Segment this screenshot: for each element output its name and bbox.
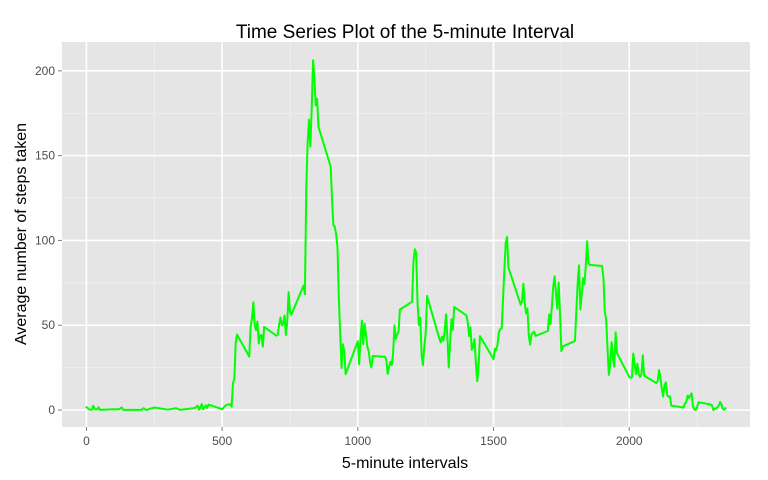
x-axis-title: 5-minute intervals — [342, 455, 468, 472]
series-layer — [85, 59, 727, 412]
y-tick-label: 100 — [35, 233, 55, 247]
x-tick-label: 500 — [212, 434, 232, 448]
y-tick-label: 150 — [35, 149, 55, 163]
x-tick-label: 1000 — [344, 434, 371, 448]
plot-panel — [62, 42, 750, 427]
y-axis-title: Average number of steps taken — [13, 123, 30, 345]
y-axis-ticks: 0 50 100 150 200 — [35, 64, 62, 417]
series-line — [85, 59, 727, 412]
y-tick-label: 200 — [35, 64, 55, 78]
x-tick-label: 1500 — [480, 434, 507, 448]
major-gridlines — [62, 42, 750, 427]
x-tick-label: 2000 — [616, 434, 643, 448]
y-tick-label: 50 — [42, 318, 56, 332]
x-axis-ticks: 0 500 1000 1500 2000 — [83, 427, 643, 448]
chart-title: Time Series Plot of the 5-minute Interva… — [236, 22, 574, 43]
x-tick-label: 0 — [83, 434, 90, 448]
y-tick-label: 0 — [48, 403, 55, 417]
